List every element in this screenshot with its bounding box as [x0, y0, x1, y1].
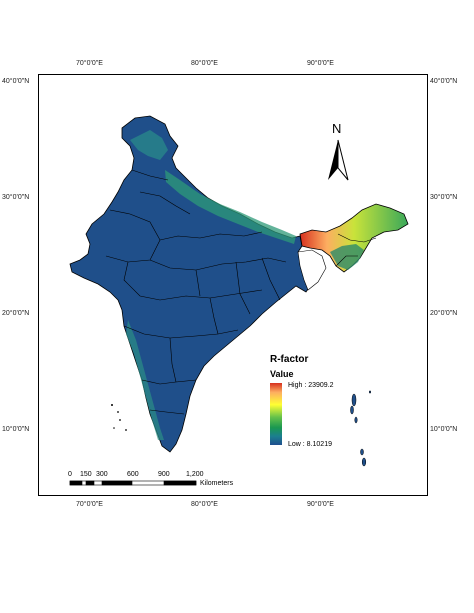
northwest-peak-zone [130, 130, 168, 160]
scale-tick-1200: 1,200 [186, 471, 204, 478]
left-lat-label-20: 20°0'0"N [2, 310, 30, 317]
left-lat-label-10: 10°0'0"N [2, 426, 30, 433]
scale-bar [69, 480, 197, 486]
himalaya-band [165, 170, 296, 244]
legend-color-ramp [270, 383, 282, 445]
right-lat-label-10: 10°0'0"N [430, 426, 458, 433]
map-frame [38, 74, 428, 496]
legend-title: R-factor [270, 354, 309, 365]
bottom-lon-label-70: 70°0'0"E [76, 501, 103, 508]
scale-tick-150: 150 [80, 471, 92, 478]
scale-tick-600: 600 [127, 471, 139, 478]
bottom-lon-label-80: 80°0'0"E [191, 501, 218, 508]
state-boundaries [105, 169, 377, 415]
legend-subtitle: Value [270, 369, 294, 379]
left-lat-label-40: 40°0'0"N [2, 78, 30, 85]
right-lat-label-40: 40°0'0"N [430, 78, 458, 85]
northeast-region [299, 203, 409, 273]
bangladesh-gap [297, 249, 327, 291]
north-arrow-icon [328, 139, 349, 181]
western-ghats-band [126, 320, 164, 440]
andaman-islands [350, 390, 372, 467]
lakshadweep-islands [111, 404, 127, 431]
top-lon-label-70: 70°0'0"E [76, 60, 103, 67]
right-lat-label-20: 20°0'0"N [430, 310, 458, 317]
right-lat-label-30: 30°0'0"N [430, 194, 458, 201]
left-lat-label-30: 30°0'0"N [2, 194, 30, 201]
top-lon-label-90: 90°0'0"E [307, 60, 334, 67]
bottom-lon-label-90: 90°0'0"E [307, 501, 334, 508]
scale-tick-900: 900 [158, 471, 170, 478]
scale-tick-300: 300 [96, 471, 108, 478]
legend-high-label: High : 23909.2 [288, 382, 334, 389]
north-arrow-label: N [332, 121, 342, 136]
top-lon-label-80: 80°0'0"E [191, 60, 218, 67]
legend-low-label: Low : 8.10219 [288, 441, 332, 448]
scale-tick-0: 0 [68, 471, 72, 478]
scale-unit: Kilometers [200, 480, 234, 487]
